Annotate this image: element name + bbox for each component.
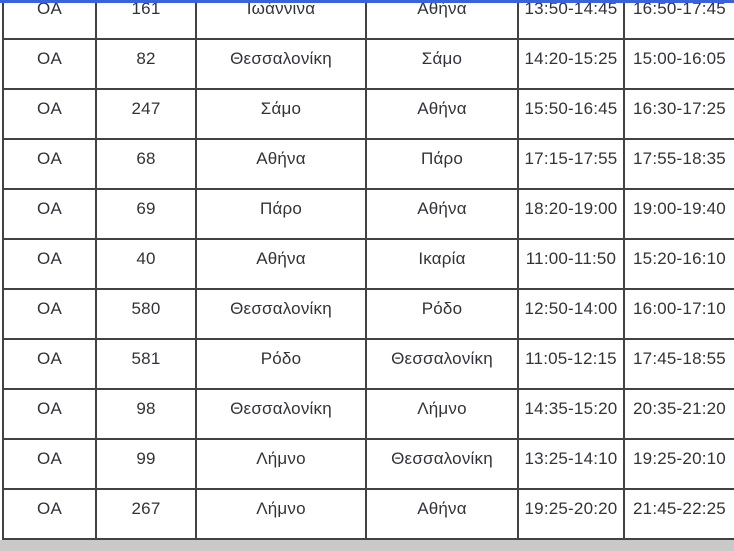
- flight-cell-airline: OA: [2, 188, 97, 240]
- flight-cell-flight-number: 161: [95, 0, 197, 40]
- flight-cell-flight-number: 99: [95, 438, 197, 490]
- flight-cell-destination: Αθήνα: [365, 488, 519, 540]
- flight-cell-origin: Αθήνα: [195, 238, 367, 290]
- flight-cell-time-1: 19:25-20:20: [517, 488, 625, 540]
- flight-cell-destination: Θεσσαλονίκη: [365, 338, 519, 390]
- flight-cell-time-1: 15:50-16:45: [517, 88, 625, 140]
- flight-cell-airline: OA: [2, 38, 97, 90]
- flight-cell-time-2: 17:45-18:55: [623, 338, 734, 390]
- flight-cell-time-1: 13:25-14:10: [517, 438, 625, 490]
- flight-cell-airline: OA: [2, 0, 97, 40]
- flight-cell-origin: Πάρο: [195, 188, 367, 240]
- flight-cell-time-1: 14:20-15:25: [517, 38, 625, 90]
- flight-cell-airline: OA: [2, 388, 97, 440]
- flight-cell-destination: Λήμνο: [365, 388, 519, 440]
- flight-cell-destination: Αθήνα: [365, 88, 519, 140]
- flight-cell-destination: Αθήνα: [365, 0, 519, 40]
- flight-cell-time-1: 13:50-14:45: [517, 0, 625, 40]
- flight-cell-time-2: 16:50-17:45: [623, 0, 734, 40]
- flight-row: OA 69 Πάρο Αθήνα 18:20-19:00 19:00-19:40: [2, 188, 734, 240]
- flight-cell-flight-number: 581: [95, 338, 197, 390]
- window-top-border: [0, 0, 734, 3]
- flight-cell-airline: OA: [2, 438, 97, 490]
- flight-cell-origin: Ρόδο: [195, 338, 367, 390]
- flight-cell-origin: Θεσσαλονίκη: [195, 388, 367, 440]
- flight-cell-airline: OA: [2, 88, 97, 140]
- flight-cell-time-2: 15:20-16:10: [623, 238, 734, 290]
- flight-cell-time-1: 18:20-19:00: [517, 188, 625, 240]
- flight-cell-airline: OA: [2, 338, 97, 390]
- flight-cell-origin: Λήμνο: [195, 438, 367, 490]
- flight-row: OA 99 Λήμνο Θεσσαλονίκη 13:25-14:10 19:25-20:…: [2, 438, 734, 490]
- flight-cell-destination: Πάρο: [365, 138, 519, 190]
- flight-cell-flight-number: 267: [95, 488, 197, 540]
- flight-row: OA 68 Αθήνα Πάρο 17:15-17:55 17:55-18:35: [2, 138, 734, 190]
- flight-cell-flight-number: 580: [95, 288, 197, 340]
- flight-cell-destination: Ρόδο: [365, 288, 519, 340]
- flight-cell-origin: Ιωάννινα: [195, 0, 367, 40]
- flight-cell-flight-number: 69: [95, 188, 197, 240]
- flight-row: OA 82 Θεσσαλονίκη Σάμο 14:20-15:25 15:00-16:0…: [2, 38, 734, 90]
- flight-cell-destination: Αθήνα: [365, 188, 519, 240]
- flight-cell-airline: OA: [2, 138, 97, 190]
- flight-cell-time-1: 17:15-17:55: [517, 138, 625, 190]
- flight-cell-flight-number: 68: [95, 138, 197, 190]
- flight-cell-origin: Θεσσαλονίκη: [195, 288, 367, 340]
- flight-cell-airline: OA: [2, 238, 97, 290]
- flight-table-body: OA 161 Ιωάννινα Αθήνα 13:50-14:45 16:50-17:45…: [2, 0, 734, 540]
- flight-cell-destination: Θεσσαλονίκη: [365, 438, 519, 490]
- flight-cell-time-1: 14:35-15:20: [517, 388, 625, 440]
- flight-cell-time-2: 19:00-19:40: [623, 188, 734, 240]
- flight-cell-airline: OA: [2, 488, 97, 540]
- flight-cell-time-2: 21:45-22:25: [623, 488, 734, 540]
- flight-cell-destination: Σάμο: [365, 38, 519, 90]
- flight-row: OA 98 Θεσσαλονίκη Λήμνο 14:35-15:20 20:35-21:…: [2, 388, 734, 440]
- flight-cell-origin: Λήμνο: [195, 488, 367, 540]
- flight-schedule-table: OA 161 Ιωάννινα Αθήνα 13:50-14:45 16:50-17:45…: [2, 0, 734, 540]
- flight-cell-time-1: 12:50-14:00: [517, 288, 625, 340]
- flight-row: OA 247 Σάμο Αθήνα 15:50-16:45 16:30-17:25: [2, 88, 734, 140]
- flight-cell-time-2: 15:00-16:05: [623, 38, 734, 90]
- flight-row: OA 161 Ιωάννινα Αθήνα 13:50-14:45 16:50-17:45: [2, 0, 734, 40]
- flight-cell-origin: Αθήνα: [195, 138, 367, 190]
- flight-cell-flight-number: 98: [95, 388, 197, 440]
- flight-cell-time-2: 16:00-17:10: [623, 288, 734, 340]
- flight-row: OA 40 Αθήνα Ικαρία 11:00-11:50 15:20-16:10: [2, 238, 734, 290]
- flight-row: OA 581 Ρόδο Θεσσαλονίκη 11:05-12:15 17:45-18:…: [2, 338, 734, 390]
- flight-cell-flight-number: 247: [95, 88, 197, 140]
- flight-cell-airline: OA: [2, 288, 97, 340]
- flight-cell-time-2: 17:55-18:35: [623, 138, 734, 190]
- flight-cell-time-2: 16:30-17:25: [623, 88, 734, 140]
- flight-cell-time-1: 11:05-12:15: [517, 338, 625, 390]
- bottom-edge-strip: [0, 540, 734, 551]
- flight-row: OA 267 Λήμνο Αθήνα 19:25-20:20 21:45-22:25: [2, 488, 734, 540]
- flight-cell-time-2: 19:25-20:10: [623, 438, 734, 490]
- flight-cell-time-1: 11:00-11:50: [517, 238, 625, 290]
- flight-cell-flight-number: 40: [95, 238, 197, 290]
- flight-cell-destination: Ικαρία: [365, 238, 519, 290]
- flight-cell-origin: Σάμο: [195, 88, 367, 140]
- flight-row: OA 580 Θεσσαλονίκη Ρόδο 12:50-14:00 16:00-17:…: [2, 288, 734, 340]
- flight-cell-time-2: 20:35-21:20: [623, 388, 734, 440]
- flight-cell-flight-number: 82: [95, 38, 197, 90]
- flight-cell-origin: Θεσσαλονίκη: [195, 38, 367, 90]
